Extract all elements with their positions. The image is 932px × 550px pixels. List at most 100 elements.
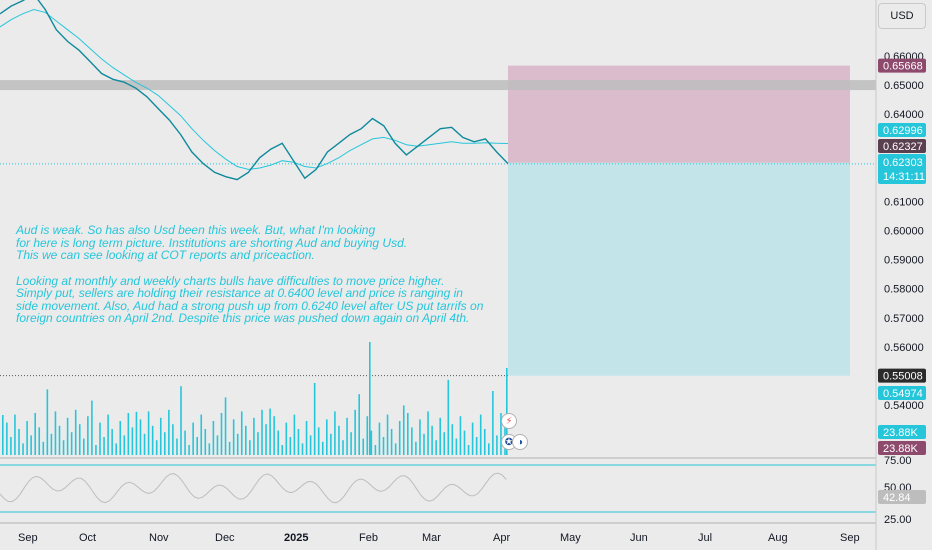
volume-bar bbox=[253, 417, 255, 455]
volume-bar bbox=[26, 421, 28, 455]
volume-bar bbox=[407, 413, 409, 455]
volume-bar bbox=[155, 440, 158, 455]
volume-bar bbox=[87, 416, 89, 455]
volume-bar bbox=[398, 421, 401, 455]
rsi-value-tag: 42.84 bbox=[883, 492, 911, 504]
volume-bar bbox=[70, 432, 73, 455]
volume-bar bbox=[326, 419, 328, 455]
stop-price-tag: 0.65668 bbox=[883, 61, 923, 73]
target-price-tag: 0.55008 bbox=[883, 371, 923, 383]
volume-bar bbox=[362, 438, 365, 455]
volume-tag-secondary-bg bbox=[878, 441, 926, 455]
volume-bar bbox=[228, 441, 231, 455]
take-profit-zone[interactable] bbox=[508, 162, 850, 376]
earnings-icon[interactable]: ◑ bbox=[512, 434, 528, 450]
volume-tag: 23.88K bbox=[883, 427, 919, 439]
volume-bar bbox=[78, 424, 81, 455]
volume-bar bbox=[83, 438, 85, 455]
rsi-line bbox=[0, 472, 507, 504]
volume-bar bbox=[350, 432, 352, 455]
volume-bar bbox=[358, 394, 360, 455]
time-tick-label: May bbox=[560, 532, 581, 544]
volume-bar bbox=[62, 440, 65, 455]
time-tick-label: Nov bbox=[149, 532, 169, 544]
volume-bar bbox=[321, 441, 324, 455]
volume-bar bbox=[423, 433, 425, 455]
volume-bar bbox=[285, 422, 288, 455]
volume-bar bbox=[54, 411, 57, 455]
low-price-tag-bg bbox=[878, 386, 926, 400]
volume-bar bbox=[91, 400, 93, 455]
volume-tag-bg bbox=[878, 425, 926, 439]
volume-bar bbox=[378, 422, 381, 455]
volume-bar bbox=[103, 437, 105, 455]
volume-bar bbox=[289, 437, 292, 455]
price-tick-label: 0.65000 bbox=[884, 80, 924, 92]
volume-bar bbox=[168, 409, 170, 455]
volume-bar bbox=[224, 397, 227, 455]
time-tick-label: Jul bbox=[698, 532, 712, 544]
time-tick-label: Jun bbox=[630, 532, 648, 544]
volume-bar bbox=[313, 383, 316, 455]
volume-bar bbox=[240, 411, 243, 455]
volume-bar bbox=[119, 421, 122, 455]
volume-bar bbox=[147, 411, 150, 455]
volume-bar bbox=[232, 419, 235, 455]
volume-bar bbox=[488, 443, 490, 455]
volume-bar bbox=[265, 424, 267, 455]
volume-bar bbox=[18, 429, 20, 455]
time-tick-label: Oct bbox=[79, 532, 96, 544]
volume-bar bbox=[305, 421, 308, 455]
volume-bar bbox=[500, 413, 502, 455]
volume-bar bbox=[463, 430, 466, 455]
volume-bar bbox=[66, 417, 69, 455]
volume-bar bbox=[204, 429, 207, 455]
volume-bar bbox=[330, 433, 332, 455]
volume-bar bbox=[58, 425, 61, 455]
volume-bar bbox=[471, 422, 474, 455]
volume-bar bbox=[184, 430, 186, 455]
ma-price-tag: 0.62996 bbox=[883, 125, 923, 137]
volume-bar bbox=[451, 424, 454, 455]
volume-bar bbox=[159, 417, 162, 455]
volume-bar bbox=[115, 443, 117, 455]
volume-bar bbox=[374, 445, 377, 455]
volume-bar bbox=[338, 425, 340, 455]
volume-bar bbox=[14, 414, 16, 455]
volume-bar bbox=[30, 435, 32, 455]
analysis-note-para2: Looking at monthly and weekly charts bul… bbox=[16, 273, 484, 325]
ma-price-tag-bg bbox=[878, 123, 926, 137]
stop-price-tag-bg bbox=[878, 58, 926, 73]
volume-bar bbox=[135, 411, 138, 455]
volume-bar bbox=[46, 389, 49, 455]
volume-bar bbox=[297, 429, 300, 455]
volume-bar bbox=[439, 417, 441, 455]
volume-bar bbox=[34, 413, 36, 455]
price-tick-label: 0.58000 bbox=[884, 284, 924, 296]
volume-bar bbox=[208, 443, 211, 455]
volume-bar bbox=[127, 413, 130, 455]
volume-bar bbox=[496, 435, 498, 455]
volume-bar bbox=[22, 443, 24, 455]
volume-tag-secondary: 23.88K bbox=[883, 443, 919, 455]
price-tick-label: 0.59000 bbox=[884, 255, 924, 267]
time-tick-label: Feb bbox=[359, 532, 378, 544]
price-line bbox=[0, 0, 509, 181]
currency-button[interactable]: USD bbox=[878, 3, 926, 29]
volume-bar bbox=[443, 432, 446, 455]
price-tick-label: 0.60000 bbox=[884, 226, 924, 238]
volume-bar bbox=[257, 432, 259, 455]
volume-bar bbox=[2, 415, 4, 455]
volume-bar bbox=[492, 391, 494, 455]
time-tick-label: Sep bbox=[840, 532, 860, 544]
volume-bar bbox=[317, 427, 320, 455]
volume-bar bbox=[216, 435, 219, 455]
time-tick-label: Dec bbox=[215, 532, 235, 544]
lightning-icon[interactable]: ⚡ bbox=[501, 413, 517, 429]
volume-bar bbox=[95, 445, 97, 455]
volume-bar bbox=[390, 429, 393, 455]
resistance-band[interactable] bbox=[0, 80, 876, 91]
volume-bar bbox=[419, 419, 421, 455]
